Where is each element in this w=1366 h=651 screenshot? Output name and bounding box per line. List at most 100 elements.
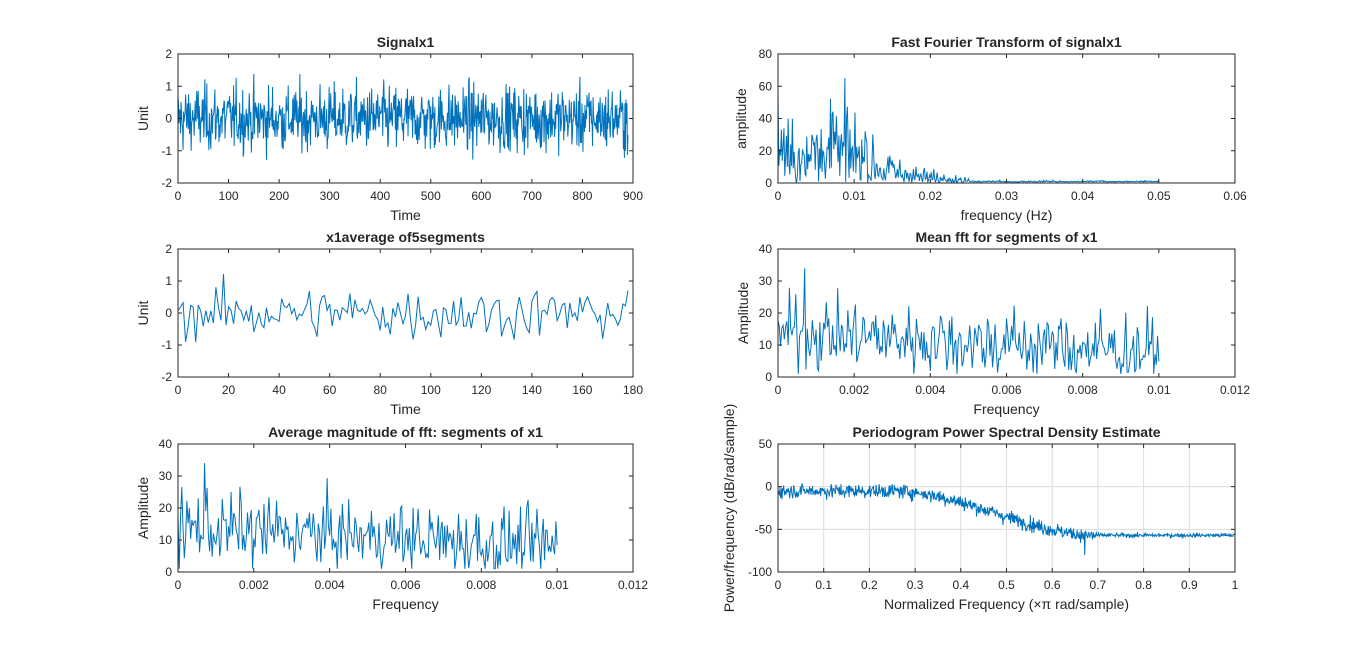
- x-tick-label: 40: [272, 383, 286, 397]
- x-tick-label: 800: [572, 189, 592, 203]
- x-tick-label: 0.02: [919, 189, 943, 203]
- x-tick-label: 600: [471, 189, 491, 203]
- x-tick-label: 140: [522, 383, 542, 397]
- x-tick-label: 0.012: [1220, 383, 1250, 397]
- y-tick-label: -2: [161, 370, 172, 384]
- y-tick-label: 0: [765, 370, 772, 384]
- x-axis-label: frequency (Hz): [961, 207, 1053, 223]
- x-tick-label: 60: [323, 383, 337, 397]
- y-axis-label: Amplitude: [735, 282, 751, 344]
- series-line: [178, 463, 558, 570]
- chart-title: Fast Fourier Transform of signalx1: [891, 34, 1121, 50]
- x-tick-label: 0: [175, 189, 182, 203]
- y-tick-label: 0: [165, 112, 172, 126]
- x-tick-label: 0.2: [861, 578, 878, 592]
- x-tick-label: 0.06: [1223, 189, 1247, 203]
- y-tick-label: -1: [161, 144, 172, 158]
- x-tick-label: 0.002: [839, 383, 869, 397]
- x-tick-label: 500: [421, 189, 441, 203]
- x-axis-label: Time: [390, 207, 421, 223]
- x-tick-label: 200: [269, 189, 289, 203]
- x-tick-label: 0.9: [1181, 578, 1198, 592]
- chart-title: Average magnitude of fft: segments of x1: [268, 424, 543, 440]
- x-tick-label: 0: [175, 383, 182, 397]
- x-tick-label: 0.6: [1044, 578, 1061, 592]
- x-tick-label: 0.01: [545, 578, 569, 592]
- x-tick-label: 0: [775, 383, 782, 397]
- y-tick-label: -2: [161, 176, 172, 190]
- x-tick-label: 100: [219, 189, 239, 203]
- x-axis-label: Frequency: [372, 596, 438, 612]
- y-tick-label: 1: [165, 274, 172, 288]
- y-tick-label: 60: [759, 79, 773, 93]
- x-tick-label: 700: [522, 189, 542, 203]
- y-axis-label: amplitude: [733, 88, 749, 149]
- x-tick-label: 0.002: [239, 578, 269, 592]
- y-tick-label: 2: [165, 47, 172, 61]
- x-tick-label: 0.1: [815, 578, 832, 592]
- x-tick-label: 0.8: [1135, 578, 1152, 592]
- x-tick-label: 900: [623, 189, 643, 203]
- x-tick-label: 1: [1232, 578, 1239, 592]
- y-tick-label: 0: [165, 565, 172, 579]
- x-tick-label: 180: [623, 383, 643, 397]
- y-tick-label: 0: [765, 176, 772, 190]
- chart-title: Signalx1: [377, 34, 435, 50]
- x-tick-label: 0: [775, 189, 782, 203]
- x-tick-label: 160: [572, 383, 592, 397]
- y-tick-label: 40: [759, 242, 773, 256]
- subplot-6: 0 0.1 0.2 0.3 0.4 0.5 0.6 0.7 0.8 0.9 1 -100 -50 0 50 P…: [721, 404, 1239, 613]
- subplot-5: 0 0.002 0.004 0.006 0.008 0.01 0.012 0 10 20 30 40 A…: [135, 424, 648, 612]
- series-line: [778, 78, 1160, 183]
- y-tick-label: 20: [159, 501, 173, 515]
- subplot-4: 0 0.002 0.004 0.006 0.008 0.01 0.012 0 10 20 30 40 M…: [735, 229, 1250, 417]
- y-tick-label: 0: [165, 306, 172, 320]
- x-tick-label: 0.4: [952, 578, 969, 592]
- x-tick-label: 300: [320, 189, 340, 203]
- x-tick-label: 0.05: [1147, 189, 1171, 203]
- y-tick-label: 10: [759, 338, 773, 352]
- y-tick-label: -50: [755, 522, 773, 536]
- y-tick-label: 30: [159, 469, 173, 483]
- y-tick-label: 20: [759, 144, 773, 158]
- x-tick-label: 0.04: [1071, 189, 1095, 203]
- x-tick-label: 0.006: [991, 383, 1021, 397]
- x-tick-label: 80: [374, 383, 388, 397]
- y-axis-label: Power/frequency (dB/rad/sample): [721, 404, 737, 613]
- chart-title: x1average of5segments: [326, 229, 485, 245]
- x-tick-label: 0.008: [1068, 383, 1098, 397]
- x-tick-label: 0: [775, 578, 782, 592]
- y-tick-label: -100: [748, 565, 772, 579]
- x-axis-label: Time: [390, 401, 421, 417]
- subplot-3: 0 20 40 60 80 100 120 140 160 180 -2 -1 0 1 2 x1average…: [135, 229, 643, 417]
- series-line: [778, 483, 1235, 555]
- series-line: [778, 268, 1160, 374]
- y-tick-label: 40: [759, 112, 773, 126]
- y-tick-label: -1: [161, 338, 172, 352]
- y-tick-label: 0: [765, 480, 772, 494]
- x-axis-label: Frequency: [973, 401, 1039, 417]
- x-tick-label: 400: [370, 189, 390, 203]
- x-tick-label: 0.5: [998, 578, 1015, 592]
- chart-title: Periodogram Power Spectral Density Estim…: [852, 424, 1160, 440]
- y-axis-label: Amplitude: [135, 477, 151, 539]
- x-tick-label: 0.01: [842, 189, 866, 203]
- y-tick-label: 20: [759, 306, 773, 320]
- chart-title: Mean fft for segments of x1: [915, 229, 1097, 245]
- subplot-1: 0 100 200 300 400 500 600 700 800 900 -2 -1 0 1 2 Signa…: [135, 34, 643, 223]
- x-tick-label: 0.006: [390, 578, 420, 592]
- y-axis-label: Unit: [135, 106, 151, 131]
- x-tick-label: 20: [222, 383, 236, 397]
- x-tick-label: 120: [471, 383, 491, 397]
- y-tick-label: 30: [759, 274, 773, 288]
- x-tick-label: 0.03: [995, 189, 1019, 203]
- x-tick-label: 0.008: [466, 578, 496, 592]
- y-tick-label: 50: [759, 437, 773, 451]
- x-axis-label: Normalized Frequency (×π rad/sample): [884, 596, 1129, 612]
- axes-background: [778, 249, 1235, 377]
- x-tick-label: 0.3: [907, 578, 924, 592]
- subplot-2: 0 0.01 0.02 0.03 0.04 0.05 0.06 0 20 40 60 80 Fast F…: [733, 34, 1247, 223]
- x-tick-label: 0.004: [315, 578, 345, 592]
- x-tick-label: 0.004: [915, 383, 945, 397]
